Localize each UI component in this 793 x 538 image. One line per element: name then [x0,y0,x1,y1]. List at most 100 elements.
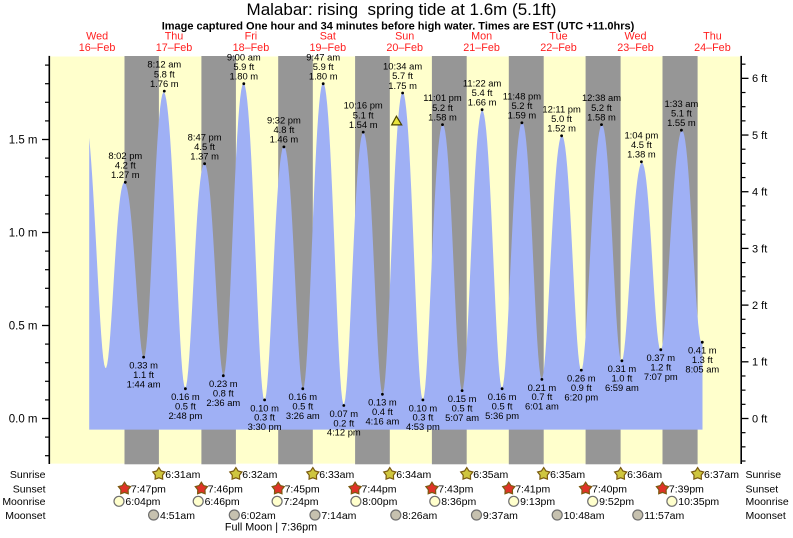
svg-text:0.5 ft: 0.5 ft [175,401,196,412]
svg-text:1 ft: 1 ft [752,357,767,369]
svg-text:4:12 pm: 4:12 pm [327,427,361,438]
svg-text:0.13 m: 0.13 m [368,397,397,408]
svg-text:19–Feb: 19–Feb [309,42,346,54]
svg-text:9:13pm: 9:13pm [520,496,555,508]
svg-text:22–Feb: 22–Feb [540,42,577,54]
svg-text:Moonrise: Moonrise [2,496,45,508]
svg-text:Moonrise: Moonrise [746,496,789,508]
svg-text:8:26am: 8:26am [402,510,437,522]
svg-text:7:44pm: 7:44pm [362,484,397,496]
svg-text:Thu: Thu [165,31,184,43]
svg-text:0.5 m: 0.5 m [9,321,38,333]
svg-text:8:12 am: 8:12 am [147,59,181,70]
svg-text:0.10 m: 0.10 m [409,402,438,413]
svg-text:Sat: Sat [320,31,336,43]
svg-text:6:33am: 6:33am [319,469,354,481]
svg-text:1.0 ft: 1.0 ft [611,373,632,384]
svg-text:1.59 m: 1.59 m [508,110,537,121]
svg-text:7:43pm: 7:43pm [438,484,473,496]
svg-text:1.37 m: 1.37 m [190,151,219,162]
svg-text:1:44 am: 1:44 am [127,378,161,389]
svg-text:Tue: Tue [549,31,567,43]
svg-text:1.58 m: 1.58 m [587,111,616,122]
svg-text:1.46 m: 1.46 m [270,134,299,145]
svg-text:10:16 pm: 10:16 pm [344,100,383,111]
svg-text:1.0 m: 1.0 m [9,228,38,240]
svg-text:5:36 pm: 5:36 pm [485,410,519,421]
svg-text:2 ft: 2 ft [752,300,767,312]
svg-text:12:38 am: 12:38 am [582,92,621,103]
svg-text:0.15 m: 0.15 m [448,393,477,404]
svg-text:11:57am: 11:57am [644,510,684,522]
svg-text:4:16 am: 4:16 am [365,416,399,427]
svg-text:Wed: Wed [624,31,646,43]
svg-text:18–Feb: 18–Feb [233,42,270,54]
svg-text:0.37 m: 0.37 m [646,352,675,363]
svg-text:0.3 ft: 0.3 ft [412,412,433,423]
svg-text:Sunset: Sunset [13,484,46,496]
svg-text:5.1 ft: 5.1 ft [671,107,692,118]
svg-text:1.3 ft: 1.3 ft [692,354,713,365]
svg-text:4.2 ft: 4.2 ft [115,160,136,171]
svg-text:5.9 ft: 5.9 ft [313,61,334,72]
svg-text:6:32am: 6:32am [242,469,277,481]
svg-text:24–Feb: 24–Feb [694,42,731,54]
svg-text:0.41 m: 0.41 m [688,345,717,356]
svg-text:Wed: Wed [86,31,108,43]
svg-text:5.9 ft: 5.9 ft [233,61,254,72]
svg-text:6:37am: 6:37am [704,469,739,481]
svg-text:Malabar: rising spring tide a: Malabar: rising spring tide at 1.6m (5.1… [247,0,557,19]
svg-text:9:37am: 9:37am [483,510,518,522]
svg-text:0.5 ft: 0.5 ft [292,401,313,412]
svg-text:0.9 ft: 0.9 ft [571,382,592,393]
svg-text:Thu: Thu [703,31,722,43]
svg-text:5.4 ft: 5.4 ft [472,87,493,98]
svg-text:6:20 pm: 6:20 pm [564,391,598,402]
svg-text:8:47 pm: 8:47 pm [188,131,222,142]
svg-text:7:39pm: 7:39pm [669,484,704,496]
svg-text:1.5 m: 1.5 m [9,135,38,147]
svg-text:1.55 m: 1.55 m [667,117,696,128]
svg-text:0 ft: 0 ft [752,413,767,425]
svg-text:0.23 m: 0.23 m [209,378,238,389]
svg-text:11:48 pm: 11:48 pm [503,90,542,101]
svg-text:6:01 am: 6:01 am [525,401,559,412]
svg-text:11:22 am: 11:22 am [463,77,502,88]
svg-text:4:51am: 4:51am [160,510,195,522]
svg-text:1.54 m: 1.54 m [349,119,378,130]
svg-text:0.31 m: 0.31 m [608,363,637,374]
svg-text:1.27 m: 1.27 m [111,169,140,180]
svg-text:5:07 am: 5:07 am [445,412,479,423]
svg-text:10:35pm: 10:35pm [678,496,719,508]
svg-text:0.21 m: 0.21 m [528,382,557,393]
svg-text:8:02 pm: 8:02 pm [108,150,142,161]
svg-text:7:40pm: 7:40pm [592,484,627,496]
svg-text:2:48 pm: 2:48 pm [168,410,202,421]
svg-text:0.3 ft: 0.3 ft [254,412,275,423]
svg-text:Moonset: Moonset [746,510,786,522]
svg-text:5.2 ft: 5.2 ft [591,102,612,113]
svg-text:4.5 ft: 4.5 ft [631,139,652,150]
svg-text:0.5 ft: 0.5 ft [492,401,513,412]
svg-text:7:47pm: 7:47pm [131,484,166,496]
svg-text:Moonset: Moonset [5,510,45,522]
svg-text:5.2 ft: 5.2 ft [432,102,453,113]
svg-text:7:46pm: 7:46pm [208,484,243,496]
svg-text:0.16 m: 0.16 m [288,391,317,402]
svg-text:Full Moon | 7:36pm: Full Moon | 7:36pm [225,521,317,533]
svg-text:0.2 ft: 0.2 ft [333,417,354,428]
svg-text:1.52 m: 1.52 m [547,123,576,134]
svg-text:6:34am: 6:34am [396,469,431,481]
svg-text:Sunrise: Sunrise [746,469,782,481]
svg-text:0.4 ft: 0.4 ft [372,406,393,417]
svg-text:4.8 ft: 4.8 ft [273,124,294,135]
svg-text:5.1 ft: 5.1 ft [353,109,374,120]
svg-text:21–Feb: 21–Feb [463,42,500,54]
svg-text:6:59 am: 6:59 am [605,382,639,393]
svg-text:1.80 m: 1.80 m [229,71,258,82]
svg-text:5.8 ft: 5.8 ft [154,68,175,79]
svg-text:Fri: Fri [245,31,258,43]
svg-text:7:07 pm: 7:07 pm [644,371,678,382]
svg-text:7:24pm: 7:24pm [284,496,319,508]
svg-text:1:04 pm: 1:04 pm [624,129,658,140]
